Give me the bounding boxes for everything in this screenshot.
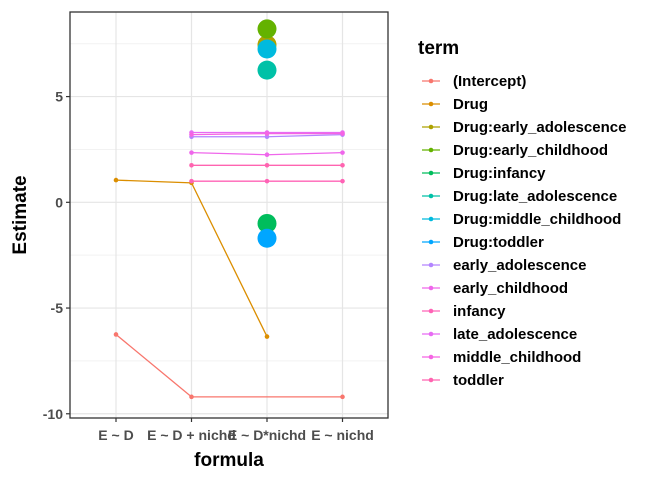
y-axis-title: Estimate: [10, 175, 31, 254]
plot-frame: [69, 11, 389, 419]
data-point: [340, 150, 345, 155]
legend-key-point: [428, 239, 434, 245]
legend-key-point: [428, 285, 434, 291]
legend-key-point: [428, 193, 434, 199]
data-point: [189, 163, 194, 168]
legend-item: Drug:infancy: [422, 165, 546, 182]
legend-key-point: [428, 147, 434, 153]
x-tick-label: E ~ nichd: [311, 427, 374, 443]
data-point: [257, 60, 277, 80]
series-points: [113, 19, 345, 400]
legend-label: Drug:infancy: [453, 165, 546, 182]
legend-key-point: [428, 308, 434, 314]
data-point: [340, 163, 345, 168]
legend-key-point: [428, 331, 434, 337]
data-point: [257, 213, 277, 233]
legend-item: Drug:middle_childhood: [422, 211, 621, 228]
legend-label: infancy: [453, 303, 506, 320]
data-point: [264, 163, 270, 168]
legend-item: infancy: [422, 303, 506, 320]
panel-background: [70, 12, 388, 418]
x-axis-title: formula: [194, 450, 264, 471]
legend-item: Drug: [422, 96, 488, 113]
legend-item: toddler: [422, 372, 504, 389]
legend-item: middle_childhood: [422, 349, 581, 366]
legend-item: Drug:late_adolescence: [422, 188, 617, 205]
y-tick-label: 0: [55, 194, 63, 210]
data-point: [113, 177, 119, 183]
data-point: [189, 132, 194, 137]
legend-item: late_adolescence: [422, 326, 577, 343]
data-point: [113, 332, 119, 337]
data-point: [264, 178, 270, 184]
legend-key-point: [428, 170, 434, 176]
data-point: [340, 178, 345, 184]
legend-label: Drug:late_adolescence: [453, 188, 617, 205]
data-point: [264, 334, 270, 339]
legend-title: term: [418, 38, 459, 59]
minor-gridlines: [70, 43, 388, 362]
y-tick-label: -10: [43, 406, 63, 422]
data-point: [340, 131, 345, 136]
legend-label: toddler: [453, 372, 504, 389]
data-point: [340, 394, 345, 400]
y-axis-ticks: -10 -5 0 5: [43, 89, 70, 422]
data-point: [264, 134, 270, 140]
legend-label: early_adolescence: [453, 257, 586, 274]
x-tick-label: E ~ D + nichd: [147, 427, 236, 443]
y-tick-label: 5: [55, 89, 63, 105]
panel-border: [69, 11, 389, 419]
data-point: [257, 228, 277, 248]
data-point: [264, 152, 270, 158]
legend-label: Drug:early_adolescence: [453, 119, 626, 136]
legend-key-point: [428, 377, 434, 383]
legend-key-point: [428, 124, 434, 130]
legend-label: (Intercept): [453, 73, 526, 90]
legend-key-point: [428, 354, 434, 360]
plot-panel: [70, 12, 388, 418]
legend-label: Drug:early_childhood: [453, 142, 608, 159]
data-point: [257, 39, 277, 59]
legend-label: Drug:middle_childhood: [453, 211, 621, 228]
data-point: [189, 178, 194, 184]
legend-item: Drug:early_childhood: [422, 142, 608, 159]
legend-key-point: [428, 78, 434, 84]
legend-label: late_adolescence: [453, 326, 577, 343]
legend-item: early_childhood: [422, 280, 568, 297]
x-tick-label: E ~ D: [98, 427, 133, 443]
x-tick-label: E ~ D*nichd: [228, 427, 306, 443]
legend-label: early_childhood: [453, 280, 568, 297]
data-point: [257, 19, 277, 39]
legend-item: (Intercept): [422, 73, 526, 90]
legend-label: Drug:toddler: [453, 234, 544, 251]
legend-item: early_adolescence: [422, 257, 586, 274]
y-tick-label: -5: [51, 300, 64, 316]
legend-item: Drug:early_adolescence: [422, 119, 626, 136]
legend-key-point: [428, 216, 434, 222]
data-point: [264, 131, 270, 136]
legend-item: Drug:toddler: [422, 234, 544, 251]
data-point: [189, 394, 194, 400]
legend-key-point: [428, 262, 434, 268]
major-gridlines: [70, 12, 388, 418]
legend-label: middle_childhood: [453, 349, 581, 366]
legend: term (Intercept) Drug Drug:early_adolescen…: [418, 38, 626, 389]
data-point: [189, 150, 194, 155]
legend-label: Drug: [453, 96, 488, 113]
legend-key-point: [428, 101, 434, 107]
